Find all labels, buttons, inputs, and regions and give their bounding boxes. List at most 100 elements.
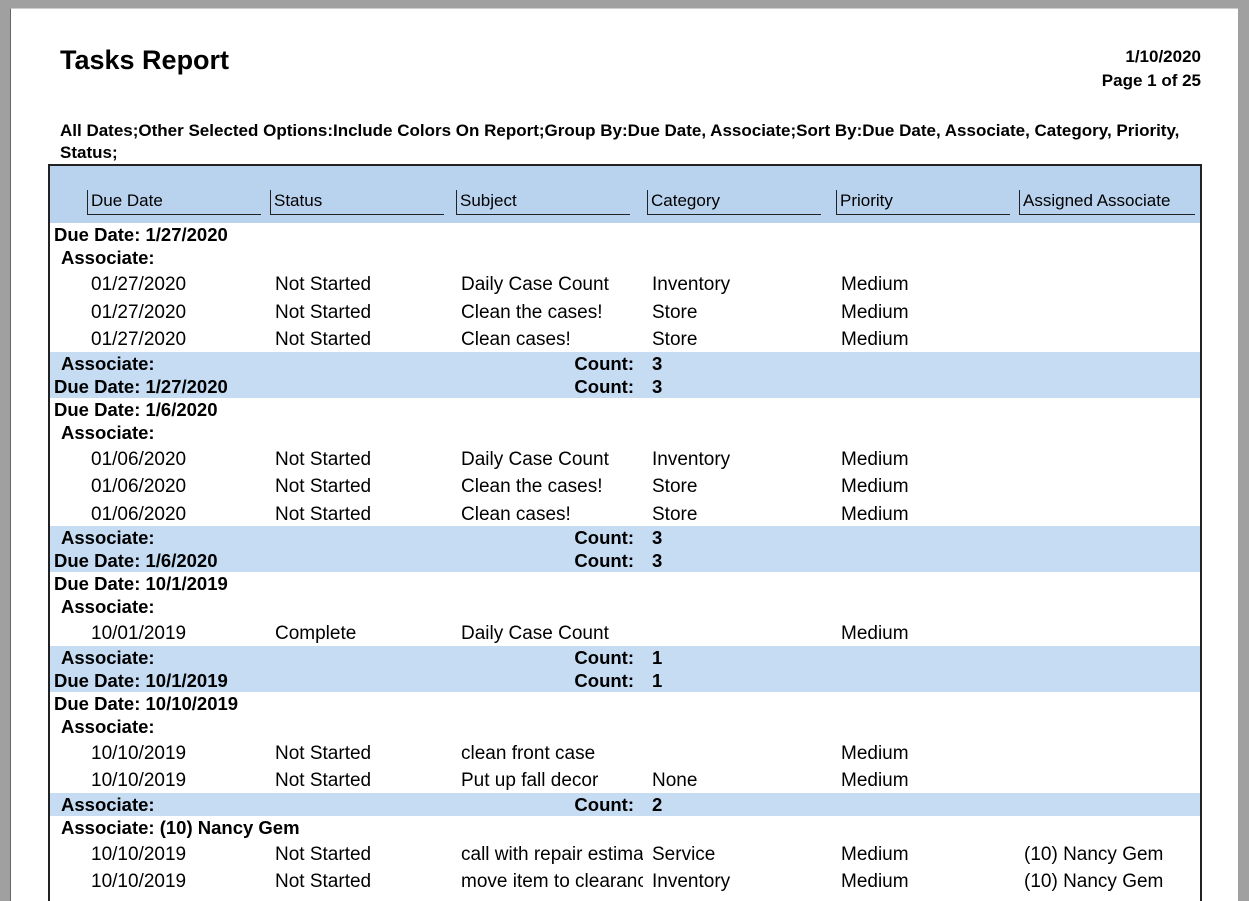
- cell-status: Not Started: [275, 503, 372, 525]
- cell-category: None: [652, 770, 698, 791]
- count-value: 3: [652, 375, 663, 397]
- cell-category: Inventory: [652, 448, 731, 470]
- cell-due-date: 01/06/2020: [91, 448, 187, 470]
- cell-status: Not Started: [275, 843, 372, 865]
- row: 01/27/2020 Not Started Clean cases! Store Me…: [50, 324, 1200, 352]
- cell-priority: Medium: [841, 503, 909, 525]
- associate-header: Associate: (10) Nancy Gem: [61, 816, 300, 838]
- column-header: Status: [270, 190, 444, 215]
- row: 01/06/2020 Not Started Clean the cases! Sto…: [50, 471, 1200, 499]
- associate-header: Associate:: [61, 715, 155, 737]
- row: Associate:: [50, 715, 1200, 738]
- cell-status: Not Started: [275, 742, 372, 764]
- cell-priority: Medium: [841, 770, 909, 791]
- cell-status: Complete: [275, 623, 357, 644]
- count-label: Count:: [574, 375, 634, 397]
- cell-status: Not Started: [275, 871, 372, 892]
- cell-due-date: 01/27/2020: [91, 329, 187, 350]
- cell-priority: Medium: [841, 623, 909, 644]
- group-header: Due Date: 1/6/2020: [54, 398, 218, 420]
- group-header: Due Date: 10/10/2019: [54, 692, 239, 714]
- row: 10/10/2019 Not Started move item to cleara…: [50, 866, 1200, 894]
- count-value: 2: [652, 793, 663, 815]
- page-number: Page 1 of 25: [1101, 71, 1201, 90]
- report-options: All Dates;Other Selected Options:Include…: [60, 121, 1180, 162]
- footer-row: Associate: Count: 1: [50, 645, 1200, 669]
- cell-priority: Medium: [841, 871, 909, 892]
- cell-priority: Medium: [841, 329, 909, 350]
- cell-status: Not Started: [275, 476, 372, 497]
- footer-label: Due Date: 1/27/2020: [54, 375, 228, 397]
- row: Due Date: 1/6/2020: [50, 398, 1200, 421]
- row: 01/27/2020 Not Started Clean the cases! Sto…: [50, 297, 1200, 325]
- cell-priority: Medium: [841, 843, 909, 865]
- footer-row: Associate: Count: 2: [50, 792, 1200, 816]
- group-header: Due Date: 10/1/2019: [54, 573, 228, 594]
- cell-due-date: 10/10/2019: [91, 843, 187, 865]
- cell-priority: Medium: [841, 742, 909, 764]
- row: Associate:: [50, 595, 1200, 618]
- cell-subject: clean front case: [461, 742, 596, 764]
- cell-subject: Daily Case Count: [461, 448, 609, 470]
- cell-status: Not Started: [275, 329, 372, 350]
- cell-status: Not Started: [275, 274, 372, 295]
- cell-subject: call with repair estimate: [461, 843, 643, 865]
- cell-subject: Clean cases!: [461, 329, 571, 350]
- row: 10/10/2019 Not Started clean front case Med…: [50, 738, 1200, 766]
- row: Due Date: 10/1/2019: [50, 572, 1200, 595]
- cell-priority: Medium: [841, 476, 909, 497]
- row: 10/01/2019 Complete Daily Case Count Medium: [50, 618, 1200, 646]
- row: 01/27/2020 Not Started Daily Case Count Inv…: [50, 269, 1200, 297]
- cell-status: Not Started: [275, 770, 372, 791]
- column-header: Assigned Associate: [1019, 190, 1195, 215]
- row: Due Date: 1/27/2020: [50, 223, 1200, 246]
- count-label: Count:: [574, 669, 634, 691]
- footer-label: Due Date: 10/1/2019: [54, 669, 228, 691]
- cell-due-date: 01/06/2020: [91, 503, 187, 525]
- column-header: Category: [647, 190, 821, 215]
- row: Due Date: 10/10/2019: [50, 692, 1200, 715]
- cell-subject: Clean the cases!: [461, 301, 603, 323]
- count-value: 3: [652, 352, 663, 374]
- cell-category: Store: [652, 329, 698, 350]
- cell-subject: Clean the cases!: [461, 476, 603, 497]
- cell-category: Store: [652, 476, 698, 497]
- row: Associate: (10) Nancy Gem: [50, 816, 1200, 839]
- cell-subject: Clean cases!: [461, 503, 571, 525]
- cell-due-date: 10/01/2019: [91, 623, 187, 644]
- count-value: 3: [652, 527, 663, 548]
- column-header: Subject: [456, 190, 630, 215]
- cell-due-date: 01/06/2020: [91, 476, 187, 497]
- cell-associate: (10) Nancy Gem: [1024, 843, 1164, 865]
- row: 01/06/2020 Not Started Daily Case Count Inv…: [50, 444, 1200, 472]
- count-label: Count:: [574, 352, 634, 374]
- associate-header: Associate:: [61, 421, 155, 443]
- count-label: Count:: [574, 550, 634, 571]
- footer-row: Due Date: 1/27/2020 Count: 3: [50, 374, 1200, 398]
- row: Associate:: [50, 421, 1200, 444]
- cell-associate: (10) Nancy Gem: [1024, 871, 1164, 892]
- report-title: Tasks Report: [60, 45, 230, 75]
- cell-category: Inventory: [652, 274, 731, 295]
- cell-priority: Medium: [841, 274, 909, 295]
- report-date: 1/10/2020: [1125, 47, 1201, 66]
- cell-due-date: 10/10/2019: [91, 770, 187, 791]
- cell-subject: Daily Case Count: [461, 623, 609, 644]
- cell-category: Service: [652, 843, 716, 865]
- footer-row: Due Date: 1/6/2020 Count: 3: [50, 549, 1200, 572]
- associate-header: Associate:: [61, 247, 155, 268]
- cell-priority: Medium: [841, 448, 909, 470]
- row: 10/10/2019 Not Started Put up fall decor No…: [50, 765, 1200, 793]
- footer-label: Associate:: [61, 793, 155, 815]
- footer-row: Due Date: 10/1/2019 Count: 1: [50, 668, 1200, 692]
- row: Associate:: [50, 246, 1200, 269]
- table-body: Due Date: 1/27/2020 Associate: 01/27/2020 N…: [50, 223, 1200, 894]
- cell-due-date: 10/10/2019: [91, 871, 187, 892]
- cell-subject: Daily Case Count: [461, 274, 609, 295]
- cell-priority: Medium: [841, 301, 909, 323]
- cell-category: Store: [652, 301, 698, 323]
- cell-category: Store: [652, 503, 698, 525]
- cell-status: Not Started: [275, 301, 372, 323]
- cell-due-date: 01/27/2020: [91, 301, 187, 323]
